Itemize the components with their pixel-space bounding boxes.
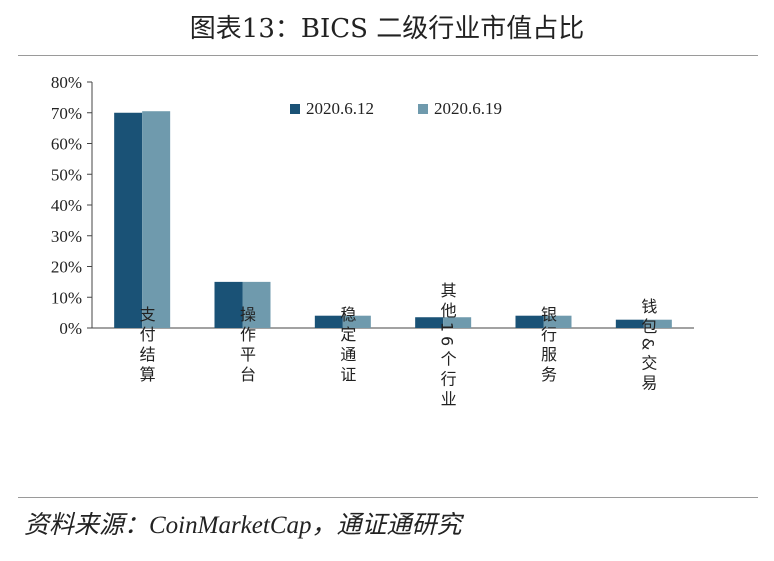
bar	[242, 281, 271, 328]
y-tick-label: 20%	[51, 258, 82, 277]
top-divider	[18, 55, 758, 56]
legend-swatch	[418, 104, 428, 114]
bar	[415, 317, 444, 328]
y-tick-label: 30%	[51, 227, 82, 246]
legend-label: 2020.6.19	[434, 99, 502, 118]
legend-swatch	[290, 104, 300, 114]
bar	[643, 319, 672, 328]
bar	[543, 315, 572, 328]
bar	[615, 319, 644, 328]
y-tick-label: 50%	[51, 165, 82, 184]
y-tick-label: 10%	[51, 288, 82, 307]
source-note: 资料来源：CoinMarketCap，通证通研究	[24, 512, 462, 539]
bar	[342, 315, 371, 328]
x-category-label: 其他16个行业	[438, 282, 457, 410]
x-category-label: 银行服务	[538, 306, 557, 386]
legend-label: 2020.6.12	[306, 99, 374, 118]
bar-chart: 0% 10% 20% 30% 40% 50% 60% 70% 80% 支付结算 操作平台 稳定通证 其…	[51, 73, 694, 410]
x-category-label: 操作平台	[237, 306, 256, 386]
y-tick-label: 60%	[51, 135, 82, 154]
chart-title: 图表13：BICS 二级行业市值占比	[189, 14, 585, 44]
bar	[443, 317, 472, 328]
bar	[214, 281, 243, 328]
bar	[114, 112, 143, 328]
x-category-label: 钱包&交易	[638, 298, 657, 394]
bottom-divider	[18, 497, 758, 498]
y-tick-label: 80%	[51, 73, 82, 92]
y-tick-label: 40%	[51, 196, 82, 215]
bar	[515, 315, 544, 328]
y-tick-label: 70%	[51, 104, 82, 123]
y-tick-label: 0%	[59, 319, 82, 338]
x-category-label: 支付结算	[137, 306, 156, 386]
x-category-label: 稳定通证	[337, 306, 356, 386]
bar	[314, 315, 343, 328]
bar	[142, 111, 171, 329]
